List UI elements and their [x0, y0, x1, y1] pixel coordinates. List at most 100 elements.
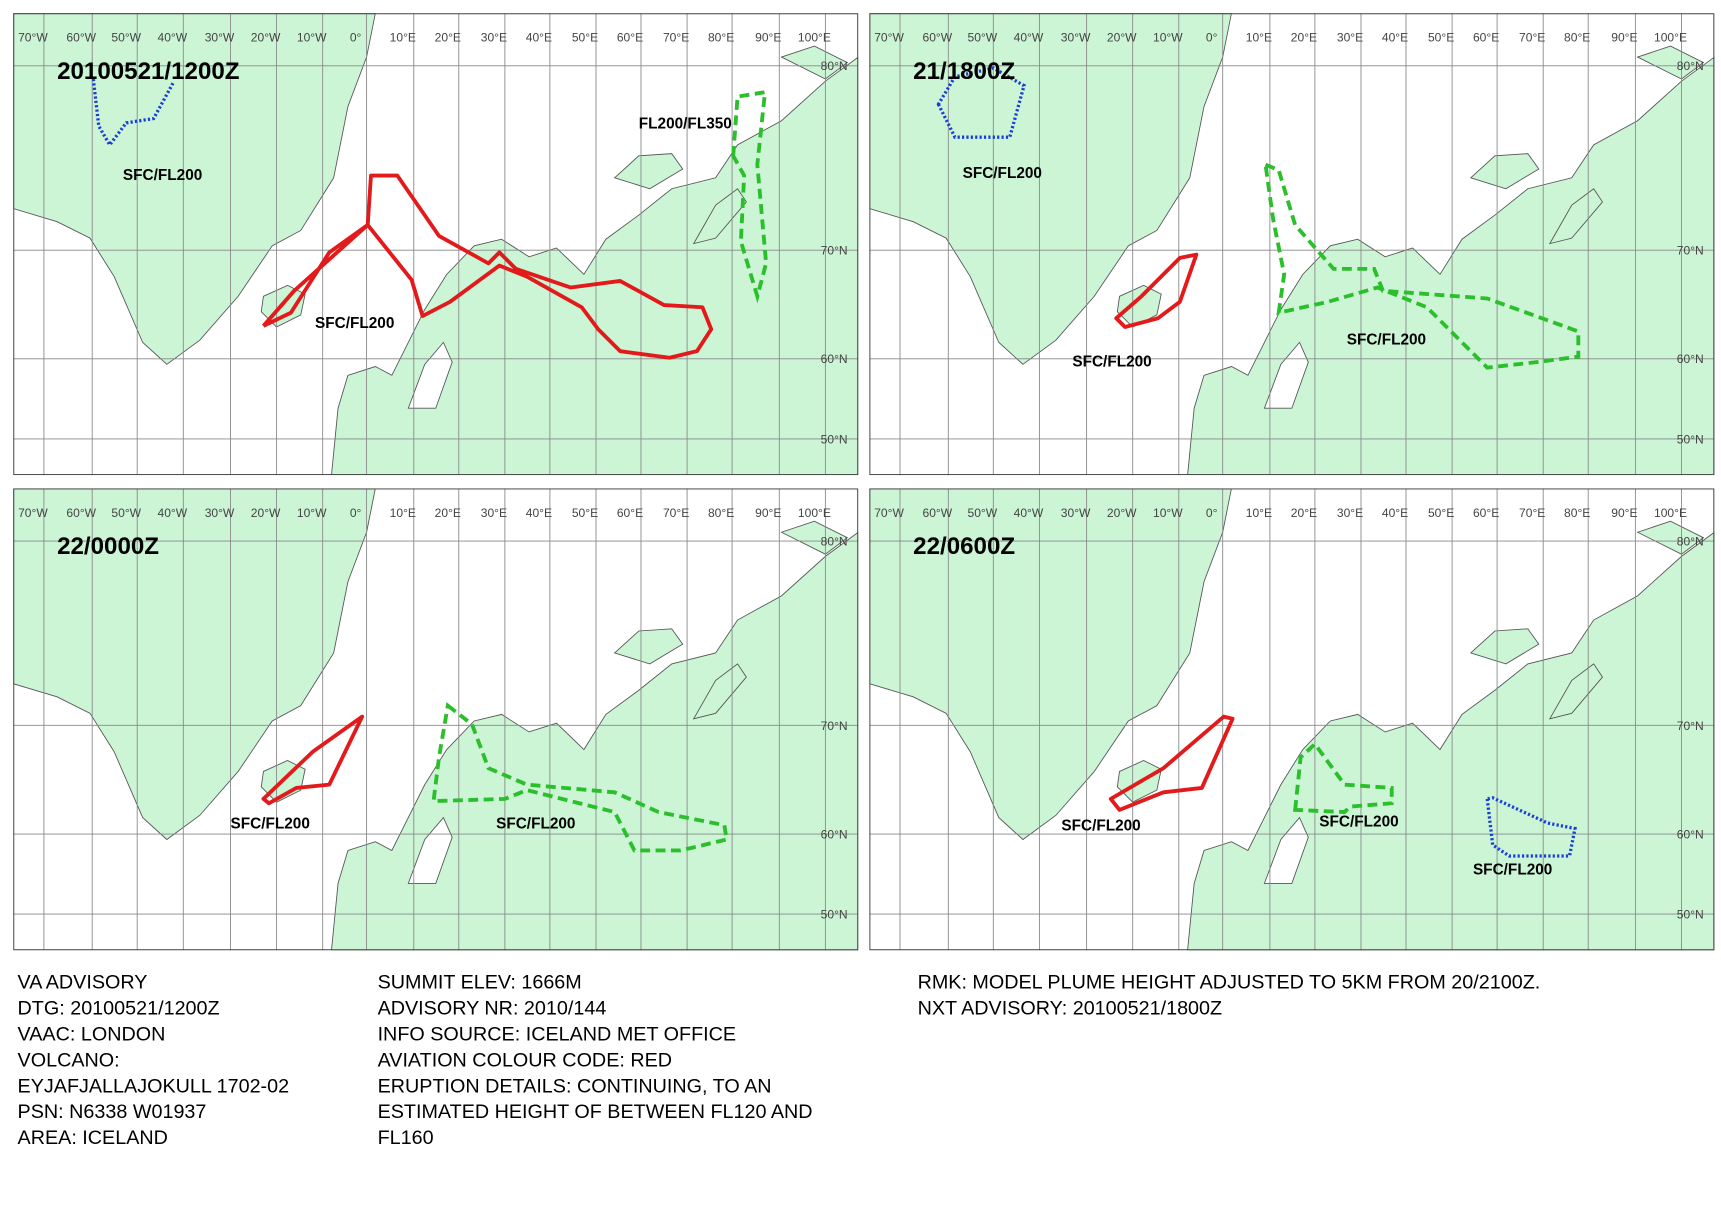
- plume-green: [1293, 741, 1394, 815]
- plume-label: SFC/FL200: [1072, 354, 1151, 371]
- lon-label: 70°W: [874, 31, 904, 45]
- lon-label: 20°E: [435, 31, 461, 45]
- lon-label: 0°: [1206, 31, 1218, 45]
- lat-label: 80°N: [821, 59, 848, 73]
- lon-label: 60°E: [617, 31, 643, 45]
- lat-label: 60°N: [1677, 827, 1704, 841]
- lon-label: 40°E: [526, 31, 552, 45]
- lon-label: 40°E: [1382, 31, 1408, 45]
- lat-label: 80°N: [1677, 59, 1704, 73]
- plume-green: [1263, 161, 1581, 370]
- advisory-text: VA ADVISORY DTG: 20100521/1200Z VAAC: LOND…: [18, 972, 1541, 1149]
- lon-label: 70°E: [663, 31, 689, 45]
- lon-label: 90°E: [1611, 506, 1637, 520]
- timestamp: 20100521/1200Z: [57, 58, 240, 85]
- lon-label: 40°W: [1014, 31, 1044, 45]
- lon-label: 0°: [350, 31, 362, 45]
- lon-label: 50°E: [1428, 506, 1454, 520]
- advisory-line: VA ADVISORY: [18, 972, 148, 994]
- lat-label: 70°N: [821, 244, 848, 258]
- lat-label: 50°N: [821, 432, 848, 446]
- lon-label: 80°E: [708, 506, 734, 520]
- lon-label: 70°W: [18, 506, 48, 520]
- lat-label: 70°N: [1677, 719, 1704, 733]
- lon-label: 30°W: [1061, 31, 1091, 45]
- lon-label: 10°W: [1153, 506, 1183, 520]
- plume-red: [261, 173, 714, 360]
- lon-label: 40°W: [1014, 506, 1044, 520]
- lon-label: 100°E: [1654, 31, 1687, 45]
- plume-label: SFC/FL200: [1061, 818, 1140, 835]
- lon-label: 10°E: [1246, 506, 1272, 520]
- plume-label: SFC/FL200: [123, 167, 202, 184]
- lon-label: 0°: [350, 506, 362, 520]
- lon-label: 70°E: [1519, 31, 1545, 45]
- advisory-line: ESTIMATED HEIGHT OF BETWEEN FL120 AND: [378, 1101, 813, 1123]
- lon-label: 40°W: [157, 31, 187, 45]
- lon-label: 10°W: [297, 506, 327, 520]
- plume-red: [1114, 252, 1199, 329]
- advisory-line: VOLCANO:: [18, 1049, 120, 1071]
- plume-blue: [936, 66, 1026, 139]
- panel-border: [13, 13, 859, 476]
- lon-label: 60°W: [66, 31, 96, 45]
- lon-label: 40°E: [526, 506, 552, 520]
- lon-label: 50°W: [111, 31, 141, 45]
- lon-label: 60°E: [1473, 31, 1499, 45]
- lon-label: 100°E: [1654, 506, 1687, 520]
- lon-label: 10°E: [1246, 31, 1272, 45]
- lon-label: 50°W: [111, 506, 141, 520]
- panel-border: [869, 13, 1715, 476]
- lon-label: 10°E: [390, 506, 416, 520]
- plume-label: SFC/FL200: [315, 315, 394, 332]
- lat-label: 50°N: [1677, 908, 1704, 922]
- advisory-line: VAAC: LONDON: [18, 1024, 166, 1046]
- lon-label: 30°E: [481, 31, 507, 45]
- lon-label: 50°E: [1428, 31, 1454, 45]
- lon-label: 30°E: [481, 506, 507, 520]
- lon-label: 70°E: [1519, 506, 1545, 520]
- panel-border: [13, 488, 859, 951]
- lon-label: 70°W: [18, 31, 48, 45]
- lon-label: 50°E: [572, 506, 598, 520]
- lon-label: 0°: [1206, 506, 1218, 520]
- lon-label: 20°E: [1291, 31, 1317, 45]
- lon-label: 60°W: [923, 506, 953, 520]
- plume-label: SFC/FL200: [496, 816, 575, 833]
- lon-label: 60°W: [66, 506, 96, 520]
- lat-label: 70°N: [821, 719, 848, 733]
- plume-label: SFC/FL200: [963, 165, 1042, 182]
- plume-blue: [91, 78, 175, 148]
- map-panel: 70°W 60°W 50°W 40°W 30°W 20°W 10°W 0° 10°E 20°E 30…: [13, 13, 859, 476]
- timestamp: 21/1800Z: [913, 58, 1015, 85]
- lon-label: 80°E: [1564, 31, 1590, 45]
- lon-label: 10°W: [297, 31, 327, 45]
- lat-label: 60°N: [821, 827, 848, 841]
- lon-label: 10°W: [1153, 31, 1183, 45]
- plume-red: [1108, 714, 1235, 812]
- lon-label: 20°W: [251, 506, 281, 520]
- lon-label: 50°E: [572, 31, 598, 45]
- lat-label: 50°N: [1677, 432, 1704, 446]
- advisory-line: DTG: 20100521/1200Z: [18, 998, 220, 1020]
- advisory-line: FL160: [378, 1127, 434, 1149]
- lon-label: 40°E: [1382, 506, 1408, 520]
- lon-label: 50°W: [968, 31, 998, 45]
- panel-labels: 20100521/1200Z SFC/FL200 SFC/FL200 FL200/FL…: [57, 58, 1552, 879]
- lat-label: 50°N: [821, 908, 848, 922]
- lon-label: 60°E: [1473, 506, 1499, 520]
- lon-label: 90°E: [755, 506, 781, 520]
- lat-label: 60°N: [821, 352, 848, 366]
- lat-label: 70°N: [1677, 244, 1704, 258]
- plume-red: [261, 714, 365, 806]
- lon-label: 100°E: [798, 31, 831, 45]
- lon-label: 70°E: [663, 506, 689, 520]
- advisory-line: INFO SOURCE: ICELAND MET OFFICE: [378, 1024, 737, 1046]
- plume-label: FL200/FL350: [639, 115, 732, 132]
- lon-label: 30°W: [205, 31, 235, 45]
- lat-label: 60°N: [1677, 352, 1704, 366]
- lat-label: 80°N: [821, 534, 848, 548]
- lon-label: 90°E: [755, 31, 781, 45]
